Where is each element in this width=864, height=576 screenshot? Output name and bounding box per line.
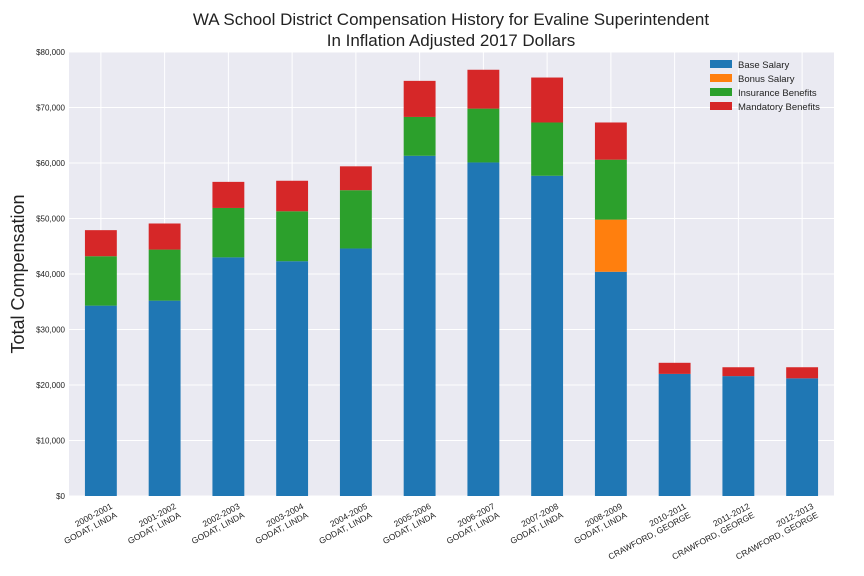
legend-label: Mandatory Benefits bbox=[738, 102, 820, 113]
legend-swatch bbox=[710, 102, 732, 110]
y-tick-label: $70,000 bbox=[36, 104, 65, 113]
bar-mandatory-benefits bbox=[722, 367, 755, 377]
bar-mandatory-benefits bbox=[403, 80, 436, 117]
legend-label: Bonus Salary bbox=[738, 74, 795, 85]
bar-insurance-benefits bbox=[403, 116, 436, 156]
bar-mandatory-benefits bbox=[84, 230, 117, 257]
y-axis-label: Total Compensation bbox=[8, 194, 28, 353]
bar-insurance-benefits bbox=[594, 159, 627, 220]
bar-mandatory-benefits bbox=[148, 223, 181, 250]
bar-bonus-salary bbox=[594, 219, 627, 272]
y-tick-label: $80,000 bbox=[36, 48, 65, 57]
y-tick-label: $50,000 bbox=[36, 215, 65, 224]
bar-base-salary bbox=[594, 271, 627, 496]
bar-mandatory-benefits bbox=[276, 180, 309, 212]
legend: Base Salary Bonus Salary Insurance Benefit… bbox=[710, 60, 820, 113]
bar-insurance-benefits bbox=[84, 256, 117, 306]
bar-base-salary bbox=[786, 378, 819, 496]
y-tick-label: $20,000 bbox=[36, 381, 65, 390]
y-tick-label: $0 bbox=[56, 492, 65, 501]
bar-base-salary bbox=[339, 248, 372, 496]
bar-mandatory-benefits bbox=[531, 77, 564, 123]
bar-mandatory-benefits bbox=[658, 362, 691, 374]
bar-base-salary bbox=[403, 155, 436, 496]
bar-insurance-benefits bbox=[212, 207, 245, 258]
legend-swatch bbox=[710, 88, 732, 96]
bar-base-salary bbox=[467, 162, 500, 496]
bar-mandatory-benefits bbox=[212, 181, 245, 208]
bar-mandatory-benefits bbox=[339, 166, 372, 191]
bar-base-salary bbox=[531, 175, 564, 496]
bar-base-salary bbox=[148, 300, 181, 496]
bars bbox=[84, 69, 819, 496]
y-tick-label: $60,000 bbox=[36, 159, 65, 168]
y-tick-label: $30,000 bbox=[36, 326, 65, 335]
bar-insurance-benefits bbox=[276, 211, 309, 262]
bar-mandatory-benefits bbox=[467, 69, 500, 109]
bar-insurance-benefits bbox=[467, 108, 500, 163]
chart-title: WA School District Compensation History … bbox=[193, 10, 709, 29]
bar-base-salary bbox=[276, 261, 309, 496]
chart-subtitle: In Inflation Adjusted 2017 Dollars bbox=[327, 31, 576, 50]
bar-base-salary bbox=[84, 305, 117, 496]
bar-insurance-benefits bbox=[339, 190, 372, 249]
bar-base-salary bbox=[658, 373, 691, 496]
legend-label: Base Salary bbox=[738, 60, 789, 71]
legend-swatch bbox=[710, 74, 732, 82]
bar-base-salary bbox=[212, 257, 245, 496]
bar-mandatory-benefits bbox=[786, 367, 819, 379]
bar-insurance-benefits bbox=[148, 249, 181, 301]
y-tick-label: $40,000 bbox=[36, 270, 65, 279]
y-tick-labels: $0 $10,000 $20,000 $30,000 $40,000 $50,000 $60… bbox=[36, 48, 65, 501]
legend-label: Insurance Benefits bbox=[738, 88, 817, 99]
bar-base-salary bbox=[722, 376, 755, 496]
bar-insurance-benefits bbox=[531, 122, 564, 176]
bar-mandatory-benefits bbox=[594, 122, 627, 160]
legend-swatch bbox=[710, 60, 732, 68]
y-tick-label: $10,000 bbox=[36, 437, 65, 446]
